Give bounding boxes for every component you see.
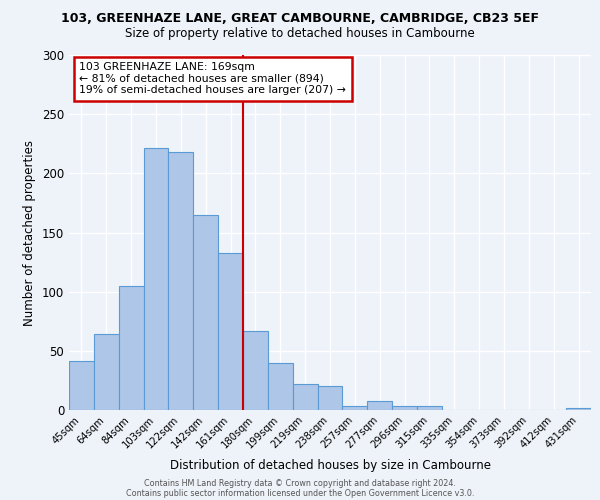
Bar bbox=[268, 362, 293, 410]
Bar bbox=[417, 406, 442, 410]
Bar bbox=[566, 408, 591, 410]
Y-axis label: Number of detached properties: Number of detached properties bbox=[23, 140, 37, 326]
Text: Contains HM Land Registry data © Crown copyright and database right 2024.: Contains HM Land Registry data © Crown c… bbox=[144, 478, 456, 488]
Bar bbox=[69, 362, 94, 410]
Bar bbox=[317, 386, 343, 410]
Text: 103, GREENHAZE LANE, GREAT CAMBOURNE, CAMBRIDGE, CB23 5EF: 103, GREENHAZE LANE, GREAT CAMBOURNE, CA… bbox=[61, 12, 539, 26]
Bar bbox=[119, 286, 143, 410]
Bar bbox=[169, 152, 193, 410]
X-axis label: Distribution of detached houses by size in Cambourne: Distribution of detached houses by size … bbox=[170, 459, 491, 472]
Bar bbox=[193, 215, 218, 410]
Bar bbox=[243, 330, 268, 410]
Bar bbox=[343, 406, 367, 410]
Bar bbox=[293, 384, 317, 410]
Text: Contains public sector information licensed under the Open Government Licence v3: Contains public sector information licen… bbox=[126, 488, 474, 498]
Bar bbox=[143, 148, 169, 410]
Bar bbox=[94, 334, 119, 410]
Bar bbox=[218, 252, 243, 410]
Bar bbox=[367, 400, 392, 410]
Bar bbox=[392, 406, 417, 410]
Text: 103 GREENHAZE LANE: 169sqm
← 81% of detached houses are smaller (894)
19% of sem: 103 GREENHAZE LANE: 169sqm ← 81% of deta… bbox=[79, 62, 346, 96]
Text: Size of property relative to detached houses in Cambourne: Size of property relative to detached ho… bbox=[125, 28, 475, 40]
